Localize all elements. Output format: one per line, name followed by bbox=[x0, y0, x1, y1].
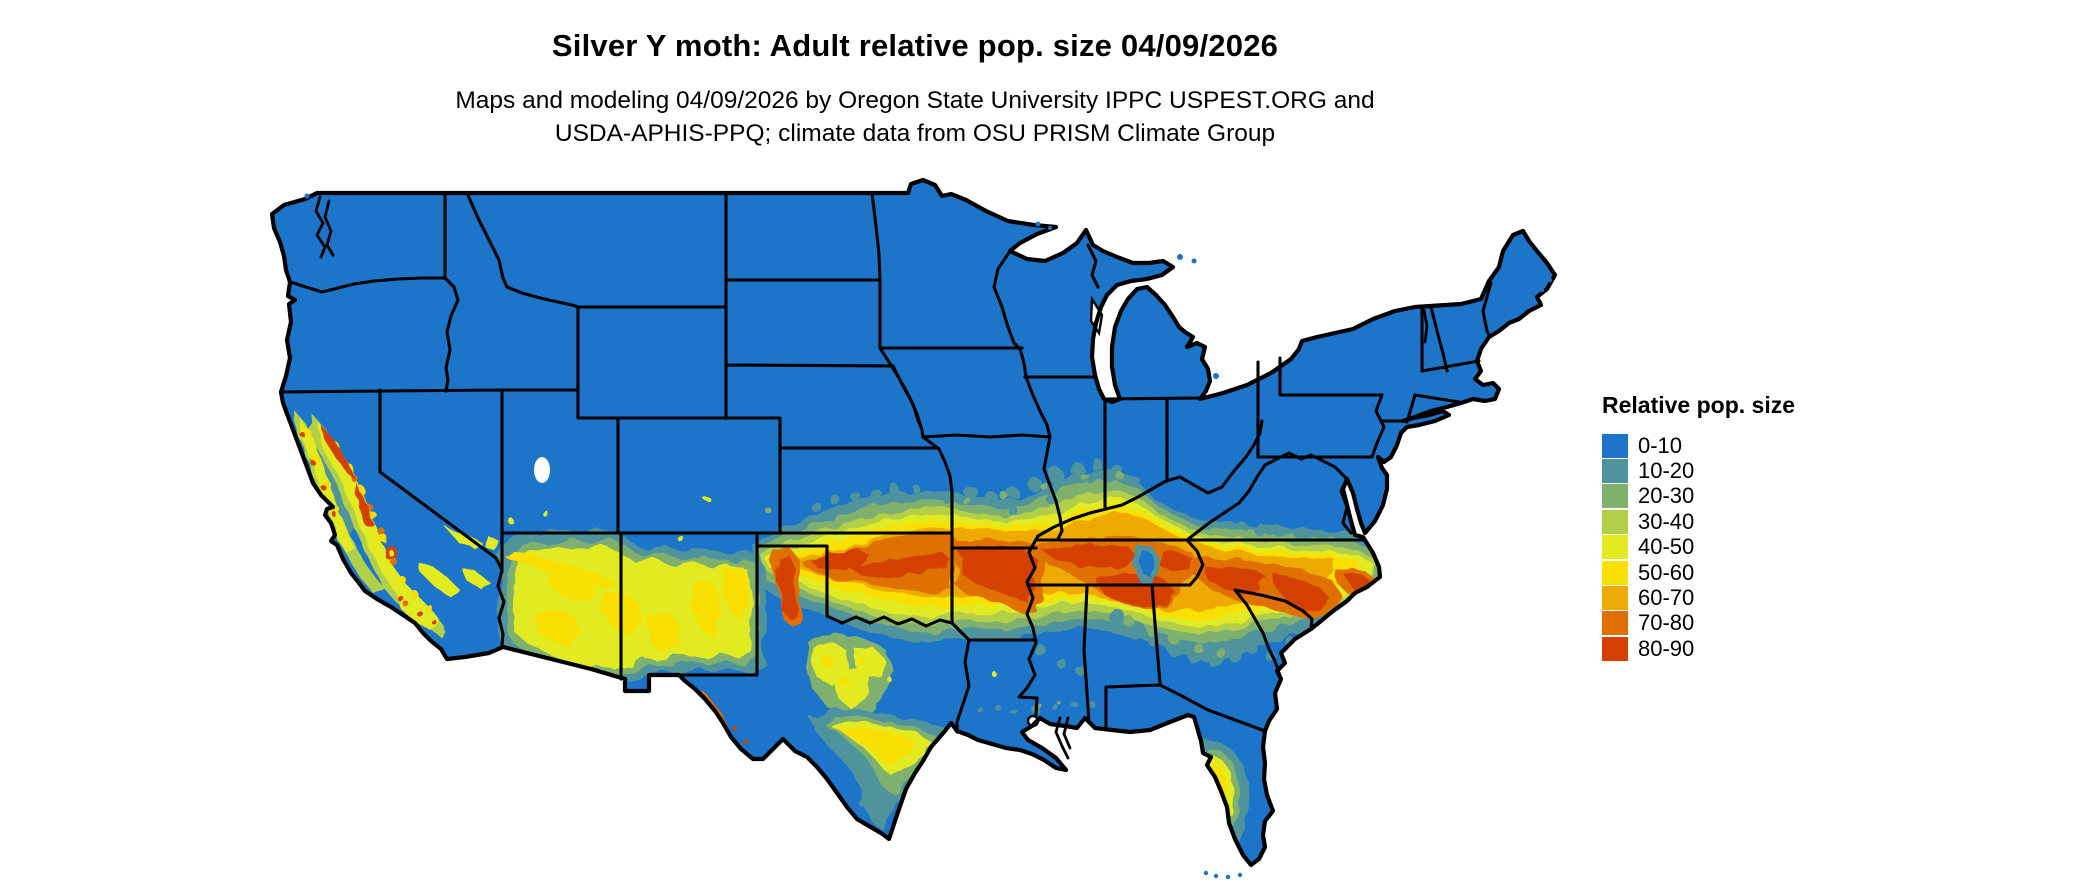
legend-label: 60-70 bbox=[1638, 585, 1695, 611]
legend-row: 60-70 bbox=[1602, 585, 1842, 610]
legend-rows: 0-10 10-20 20-30 30-40 40-50 50-60 60-70 70-80 8… bbox=[1602, 433, 1842, 662]
legend-swatch bbox=[1602, 509, 1628, 534]
central-valley-teal bbox=[308, 426, 356, 534]
north-fringe-green bbox=[962, 472, 1333, 541]
legend-row: 20-30 bbox=[1602, 483, 1842, 509]
state-borders bbox=[279, 191, 1493, 734]
legend-row: 40-50 bbox=[1602, 534, 1842, 560]
offshore-islands bbox=[304, 193, 1552, 880]
legend-row: 0-10 bbox=[1602, 433, 1842, 458]
legend-row: 80-90 bbox=[1602, 636, 1842, 661]
legend-swatch bbox=[1602, 535, 1628, 560]
legend-label: 20-30 bbox=[1638, 483, 1695, 509]
legend: Relative pop. size 0-10 10-20 20-30 30-40 40… bbox=[1602, 392, 1842, 662]
legend-swatch bbox=[1602, 611, 1628, 636]
subtitle-line-1: Maps and modeling 04/09/2026 by Oregon S… bbox=[455, 87, 1375, 114]
mojave-streaks bbox=[418, 528, 502, 596]
california-red bbox=[301, 424, 437, 625]
legend-swatch bbox=[1602, 636, 1628, 661]
legend-label: 40-50 bbox=[1638, 534, 1695, 560]
legend-label: 50-60 bbox=[1638, 559, 1695, 585]
channel-island-dots bbox=[375, 619, 411, 641]
us-map bbox=[250, 170, 1580, 880]
lake-champlain bbox=[1422, 308, 1429, 344]
subtitle-line-2: USDA-APHIS-PPQ; climate data from OSU PR… bbox=[554, 120, 1276, 147]
legend-row: 70-80 bbox=[1602, 610, 1842, 636]
legend-row: 50-60 bbox=[1602, 560, 1842, 585]
puget-sound bbox=[314, 195, 335, 259]
legend-label: 10-20 bbox=[1638, 458, 1695, 484]
legend-swatch bbox=[1602, 433, 1628, 458]
great-salt-lake bbox=[534, 457, 550, 483]
sierra-donut-hole bbox=[387, 549, 393, 555]
legend-label: 80-90 bbox=[1638, 635, 1695, 661]
southwest-gold bbox=[506, 550, 750, 654]
legend-swatch bbox=[1602, 459, 1628, 484]
legend-label: 70-80 bbox=[1638, 610, 1695, 636]
map-subtitle: Maps and modeling 04/09/2026 by Oregon S… bbox=[250, 84, 1580, 150]
map-title: Silver Y moth: Adult relative pop. size … bbox=[551, 28, 1279, 63]
legend-swatch bbox=[1602, 586, 1628, 611]
south-fringe-green bbox=[1038, 617, 1225, 708]
legend-swatch bbox=[1602, 560, 1628, 585]
legend-label: 0-10 bbox=[1638, 432, 1683, 458]
legend-row: 10-20 bbox=[1602, 458, 1842, 483]
isolated-specks bbox=[509, 495, 998, 683]
kansas-green-dot bbox=[765, 507, 771, 513]
legend-row: 30-40 bbox=[1602, 509, 1842, 534]
tn-valley-blue bbox=[1140, 550, 1155, 578]
legend-swatch bbox=[1602, 484, 1628, 509]
legend-title: Relative pop. size bbox=[1602, 392, 1796, 418]
texas-hill-gold bbox=[823, 657, 866, 687]
legend-label: 30-40 bbox=[1638, 508, 1695, 534]
florida-south-specks bbox=[1218, 833, 1233, 850]
texas-coast-gold bbox=[838, 728, 916, 764]
